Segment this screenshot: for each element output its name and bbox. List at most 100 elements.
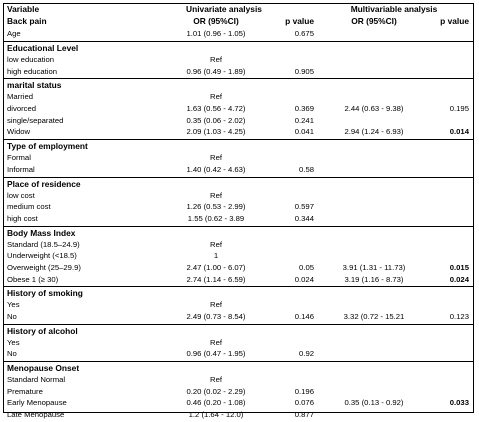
multivariable-or-cell: 0.35 (0.13 - 0.92) [344, 398, 404, 408]
univariate-or-cell: 0.96 (0.47 - 1.95) [186, 349, 246, 359]
table-row: Standard (18.5–24.9) Ref [4, 240, 473, 252]
section-header-row: Type of employment [4, 139, 473, 153]
multivariable-p-header: p value [440, 16, 469, 26]
section-header-row: History of alcohol [4, 323, 473, 338]
univariate-or-cell: 2.09 (1.03 - 4.25) [186, 127, 246, 137]
section-header-row: Place of residence [4, 176, 473, 191]
univariate-or-cell: 1.63 (0.56 - 4.72) [186, 104, 246, 114]
row-label: low cost [7, 190, 35, 200]
univariate-or-cell: 1.26 (0.53 - 2.99) [186, 202, 246, 212]
row-label: No [7, 312, 17, 321]
age-label: Age [7, 29, 21, 38]
univariate-or-cell: 1.55 (0.62 - 3.89 [187, 213, 245, 223]
section-header-row: Educational Level [4, 41, 473, 55]
univariate-p-cell: 0.369 [294, 104, 314, 114]
variable-column-header: Variable [7, 4, 40, 14]
section-title: Educational Level [7, 43, 79, 53]
univariate-p-cell: 0.344 [294, 213, 314, 223]
multivariable-or-cell: 3.91 (1.31 - 11.73) [342, 262, 406, 272]
section-title: History of alcohol [7, 325, 78, 336]
multivariable-or-cell: 3.19 (1.16 - 8.73) [344, 274, 404, 284]
table-row: low cost Ref [4, 191, 473, 203]
table-row: Obese 1 (≥ 30) 2.74 (1.14 - 6.59) 0.024 3.1… [4, 275, 473, 287]
multivariable-p-cell: 0.015 [449, 262, 469, 272]
row-label: Informal [7, 164, 35, 174]
table-body: Educational Level low education Ref high ed… [4, 41, 473, 422]
univariate-or-header: OR (95%CI) [193, 16, 239, 26]
section-title: Body Mass Index [7, 227, 76, 238]
table-row: Overweight (25–29.9) 2.47 (1.00 - 6.07) 0.… [4, 263, 473, 275]
table-row: Premature 0.20 (0.02 - 2.29) 0.196 [4, 387, 473, 399]
univariate-p-cell: 0.241 [294, 115, 314, 125]
table-row: Standard Normal Ref [4, 375, 473, 387]
univariate-p-header: p value [285, 16, 314, 26]
section-title: History of smoking [7, 288, 83, 299]
univariate-or-cell: Ref [210, 375, 222, 385]
univariate-p-cell: 0.076 [294, 398, 314, 408]
row-label: Standard Normal [7, 375, 66, 385]
univariate-or-cell: Ref [210, 300, 222, 310]
row-label: Late Menopause [7, 410, 65, 420]
row-label: high education [7, 66, 58, 76]
univariate-p-cell: 0.58 [299, 164, 314, 174]
multivariable-analysis-header: Multivariable analysis [350, 4, 438, 14]
univariate-analysis-header: Univariate analysis [186, 4, 262, 14]
multivariable-or-cell: 3.32 (0.72 - 15.21 [343, 312, 405, 321]
table-row: high education 0.96 (0.49 - 1.89) 0.905 [4, 67, 473, 79]
univariate-or-cell: Ref [210, 239, 222, 249]
univariate-p-cell: 0.877 [294, 410, 314, 420]
univariate-p-cell: 0.05 [299, 262, 314, 272]
multivariable-or-header: OR (95%CI) [351, 16, 397, 26]
multivariable-or-cell: 2.94 (1.24 - 6.93) [344, 127, 404, 137]
row-label: low education [7, 55, 55, 64]
row-label: Early Menopause [7, 398, 67, 408]
univariate-or-cell: 0.35 (0.06 - 2.02) [186, 115, 246, 125]
row-label: high cost [7, 213, 38, 223]
table-row: No 0.96 (0.47 - 1.95) 0.92 [4, 349, 473, 361]
row-label: Overweight (25–29.9) [7, 262, 81, 272]
regression-results-table: Variable Univariate analysis Multivariab… [3, 3, 474, 418]
univariate-or-cell: 1.2 (1.64 - 12.0) [188, 410, 244, 420]
multivariable-or-cell: 2.44 (0.63 - 9.38) [344, 104, 404, 114]
univariate-or-cell: Ref [210, 153, 222, 163]
univariate-p-cell: 0.041 [294, 127, 314, 137]
univariate-or-cell: 2.74 (1.14 - 6.59) [186, 274, 246, 284]
univariate-or-cell: 0.20 (0.02 - 2.29) [186, 386, 246, 396]
outcome-label: Back pain [7, 16, 47, 26]
row-label: single/separated [7, 115, 64, 125]
age-row: Age 1.01 (0.96 - 1.05) 0.675 [4, 29, 473, 41]
univariate-p-cell: 0.597 [294, 202, 314, 212]
univariate-p-cell: 0.196 [294, 386, 314, 396]
univariate-or-cell: 0.96 (0.49 - 1.89) [186, 66, 246, 76]
section-header-row: Menopause Onset [4, 361, 473, 375]
univariate-or-cell: 0.46 (0.20 - 1.08) [186, 398, 246, 408]
row-label: Widow [7, 127, 31, 137]
table-row: divorced 1.63 (0.56 - 4.72) 0.369 2.44 (0.6… [4, 104, 473, 116]
table-row: Early Menopause 0.46 (0.20 - 1.08) 0.076 0.… [4, 398, 473, 410]
multivariable-p-cell: 0.014 [449, 127, 469, 137]
univariate-p-cell: 0.146 [294, 312, 314, 321]
row-label: Yes [7, 300, 20, 310]
table-row: low education Ref [4, 55, 473, 67]
table-row: high cost 1.55 (0.62 - 3.89 0.344 [4, 214, 473, 226]
univariate-or-cell: 1.40 (0.42 - 4.63) [186, 164, 246, 174]
section-header-row: History of smoking [4, 286, 473, 300]
table-row: single/separated 0.35 (0.06 - 2.02) 0.241 [4, 116, 473, 128]
table-header-row-2: Back pain OR (95%CI) p value OR (95%CI) … [4, 16, 473, 29]
row-label: Premature [7, 386, 43, 396]
univariate-or-cell: 1 [213, 251, 219, 261]
univariate-or-cell: Ref [210, 337, 222, 347]
row-label: medium cost [7, 202, 51, 212]
univariate-or-cell: Ref [210, 55, 222, 64]
univariate-p-cell: 0.024 [294, 274, 314, 284]
section-title: marital status [7, 80, 62, 91]
multivariable-p-cell: 0.123 [449, 312, 469, 321]
table-row: Informal 1.40 (0.42 - 4.63) 0.58 [4, 165, 473, 177]
row-label: Underweight (<18.5) [7, 251, 77, 261]
row-label: Standard (18.5–24.9) [7, 239, 80, 249]
univariate-or-cell: Ref [210, 190, 222, 200]
section-title: Place of residence [7, 178, 81, 189]
table-row: Underweight (<18.5) 1 [4, 251, 473, 263]
multivariable-p-cell: 0.195 [449, 104, 469, 114]
row-label: Married [7, 92, 34, 102]
